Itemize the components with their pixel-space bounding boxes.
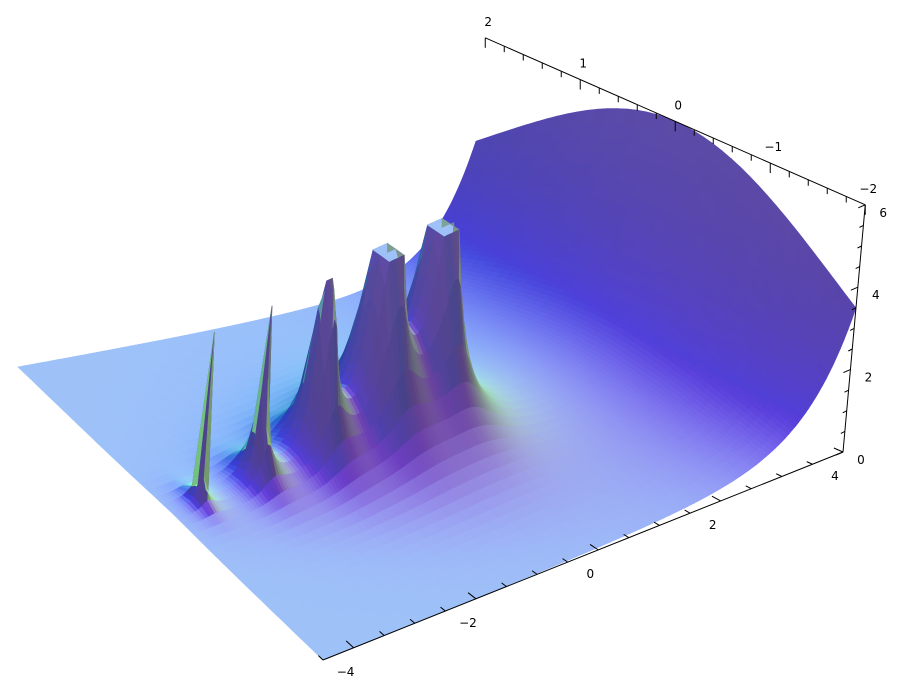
surface: [17, 108, 857, 661]
